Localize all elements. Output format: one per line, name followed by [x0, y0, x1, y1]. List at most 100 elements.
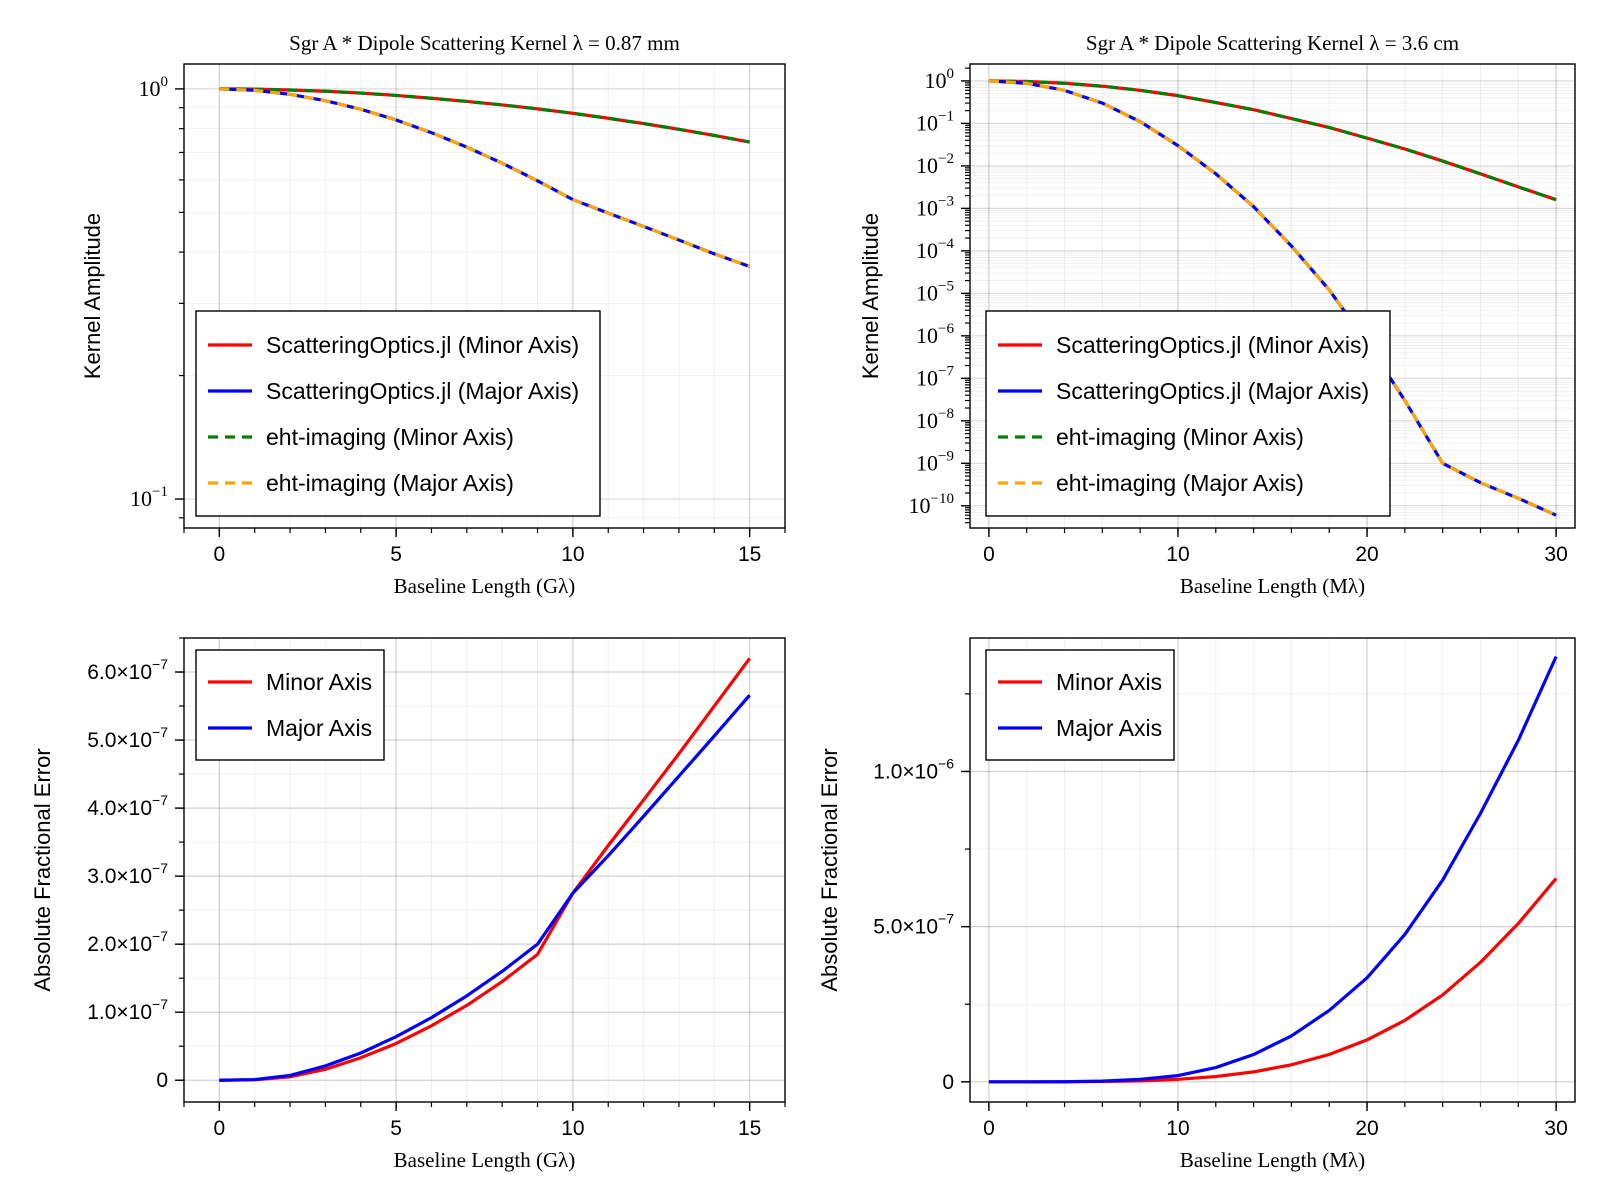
y-tick-base: 10 — [916, 365, 938, 390]
y-tick-base: 10 — [916, 195, 938, 220]
y-tick-exponent: −7 — [938, 363, 954, 379]
x-axis: 0 5 10 15 — [183, 528, 786, 566]
y-tick-label: 10−9 — [916, 448, 954, 475]
series-group — [219, 657, 751, 1082]
y-tick-exponent: −10 — [931, 491, 954, 507]
y-tick-exponent: −7 — [152, 996, 168, 1012]
x-tick-label: 15 — [738, 543, 761, 566]
y-axis: 100 10−1 — [130, 74, 184, 519]
legend-label: Major Axis — [266, 715, 372, 741]
y-tick-label: 10−7 — [916, 363, 954, 390]
y-axis: 01.0×10−72.0×10−73.0×10−74.0×10−75.0×10−… — [87, 637, 184, 1092]
y-axis-title: Absolute Fractional Error — [817, 748, 842, 991]
y-tick-label: 10−1 — [130, 484, 168, 511]
legend: ScatteringOptics.jl (Minor Axis) Scatteri… — [195, 310, 601, 517]
legend: Minor Axis Major Axis — [195, 649, 385, 761]
y-tick-base: 10 — [130, 486, 152, 511]
chart-title: Sgr A * Dipole Scattering Kernel λ = 3.6… — [1086, 31, 1459, 55]
y-tick-base: 10 — [916, 153, 938, 178]
plot-frame — [183, 637, 786, 1103]
x-tick-label: 15 — [738, 1117, 761, 1140]
y-tick-label: 10−1 — [916, 108, 954, 135]
y-tick-base: 10 — [916, 280, 938, 305]
y-axis: 0 5.0×10−7 1.0×10−6 — [873, 693, 970, 1094]
y-tick-base: 10 — [916, 238, 938, 263]
y-tick-base: 10 — [916, 408, 938, 433]
y-tick-label: 0 — [156, 1069, 168, 1092]
y-tick-base: 5.0×10 — [873, 916, 938, 939]
legend-label: eht-imaging (Minor Axis) — [266, 424, 514, 450]
legend-box — [985, 649, 1175, 761]
chart-panel-p1: 0 5 10 15 100 10−1 Sgr A * Dipole Scattering K… — [80, 31, 786, 598]
y-tick-label: 1.0×10−7 — [87, 996, 168, 1024]
plot-frame — [183, 63, 786, 529]
series-line — [219, 657, 751, 1082]
y-tick-label: 6.0×10−7 — [87, 656, 168, 684]
legend-label: Minor Axis — [1056, 669, 1162, 695]
y-tick-label: 4.0×10−7 — [87, 792, 168, 820]
series-line — [988, 877, 1558, 1084]
y-tick-exponent: −7 — [152, 656, 168, 672]
chart-panel-p3: 0 5 10 1501.0×10−72.0×10−73.0×10−74.0×10−75… — [30, 637, 786, 1172]
legend-label: ScatteringOptics.jl (Major Axis) — [266, 378, 579, 404]
y-tick-base: 10 — [909, 493, 931, 518]
grid — [970, 638, 1575, 1102]
x-tick-label: 5 — [390, 543, 402, 566]
y-tick-base: 5.0×10 — [87, 729, 152, 752]
y-tick-label: 10−2 — [916, 151, 954, 178]
y-tick-label: 1.0×10−6 — [873, 755, 954, 783]
y-axis-title: Kernel Amplitude — [858, 213, 883, 379]
y-tick-exponent: −1 — [938, 108, 954, 124]
y-tick-exponent: −7 — [938, 911, 954, 927]
x-axis-title: Baseline Length (Gλ) — [394, 1148, 576, 1172]
x-tick-label: 10 — [1166, 543, 1189, 566]
legend-box — [985, 310, 1391, 517]
legend-box — [195, 310, 601, 517]
plot-frame — [969, 637, 1576, 1103]
y-tick-label: 100 — [139, 74, 169, 101]
y-tick-label: 10−5 — [916, 278, 954, 305]
x-tick-label: 20 — [1355, 1117, 1378, 1140]
y-tick-label: 0 — [942, 1071, 954, 1094]
x-axis: 0 10 20 30 — [983, 1102, 1568, 1140]
y-tick-base: 3.0×10 — [87, 865, 152, 888]
x-axis-title: Baseline Length (Gλ) — [394, 574, 576, 598]
y-tick-label: 10−10 — [909, 491, 954, 518]
series-line — [988, 79, 1557, 202]
y-tick-exponent: 0 — [947, 66, 955, 82]
x-tick-label: 30 — [1544, 1117, 1567, 1140]
y-tick-base: 10 — [916, 450, 938, 475]
plot-frame — [969, 63, 1576, 529]
y-tick-exponent: −7 — [152, 792, 168, 808]
y-tick-exponent: −5 — [938, 278, 954, 294]
y-axis-title: Kernel Amplitude — [80, 213, 105, 379]
chart-title: Sgr A * Dipole Scattering Kernel λ = 0.8… — [289, 31, 680, 55]
legend-label: eht-imaging (Major Axis) — [266, 470, 514, 496]
y-tick-base: 4.0×10 — [87, 797, 152, 820]
y-tick-label: 10−6 — [916, 321, 954, 348]
series-line — [219, 694, 751, 1082]
legend-label: ScatteringOptics.jl (Minor Axis) — [266, 332, 579, 358]
legend-box — [195, 649, 385, 761]
legend-label: ScatteringOptics.jl (Minor Axis) — [1056, 332, 1369, 358]
x-tick-label: 0 — [983, 543, 995, 566]
y-tick-exponent: −7 — [152, 724, 168, 740]
y-tick-label: 3.0×10−7 — [87, 860, 168, 888]
y-tick-base: 10 — [916, 323, 938, 348]
y-tick-label: 5.0×10−7 — [87, 724, 168, 752]
y-tick-base: 6.0×10 — [87, 661, 152, 684]
y-tick-exponent: −6 — [938, 321, 954, 337]
legend-label: ScatteringOptics.jl (Major Axis) — [1056, 378, 1369, 404]
series-group — [219, 87, 751, 268]
y-tick-exponent: −6 — [938, 755, 954, 771]
x-tick-label: 0 — [214, 1117, 226, 1140]
series-group — [988, 79, 1557, 517]
y-axis: 10010−110−210−310−410−510−610−710−810−91… — [909, 66, 970, 524]
series-line — [988, 655, 1558, 1084]
legend-label: Minor Axis — [266, 669, 372, 695]
y-tick-label: 2.0×10−7 — [87, 928, 168, 956]
y-tick-base: 10 — [925, 68, 947, 93]
y-axis-title: Absolute Fractional Error — [30, 748, 55, 991]
x-tick-label: 0 — [983, 1117, 995, 1140]
